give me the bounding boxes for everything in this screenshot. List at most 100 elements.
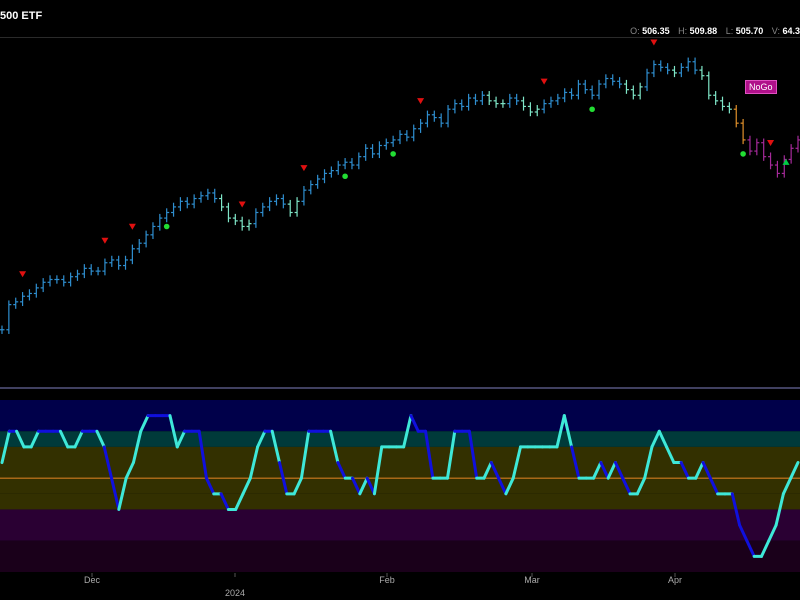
- open-value: 506.35: [642, 26, 670, 36]
- oscillator-band: [0, 540, 800, 572]
- oscillator-segment: [95, 429, 106, 449]
- open-label: O:: [630, 26, 640, 36]
- oscillator-segment: [781, 476, 793, 496]
- oscillator-band: [0, 509, 800, 541]
- ohlcv-readout: O: 506.35 H: 509.88 L: 505.70 V: 64.3: [624, 26, 800, 36]
- oscillator-band: [0, 493, 800, 510]
- oscillator-segment: [497, 476, 508, 496]
- header-divider: [0, 37, 800, 38]
- oscillator-segment: [0, 429, 11, 465]
- x-axis-label: Mar: [524, 575, 540, 585]
- down-triangle-marker: [101, 237, 109, 244]
- high-label: H:: [678, 26, 688, 36]
- dot-marker: [342, 173, 348, 180]
- oscillator-segment: [139, 414, 150, 433]
- oscillator-segment: [278, 461, 289, 496]
- down-triangle-marker: [238, 201, 246, 208]
- dot-marker: [390, 151, 396, 157]
- down-triangle-marker: [767, 140, 775, 147]
- oscillator-segment: [679, 461, 690, 480]
- oscillator-segment: [592, 461, 603, 480]
- oscillator-segment: [73, 429, 84, 449]
- oscillator-segment: [58, 429, 70, 449]
- oscillator-segment: [110, 476, 121, 511]
- oscillator-segment: [234, 492, 245, 511]
- oscillator-segment: [168, 414, 179, 449]
- oscillator-segment: [204, 476, 216, 496]
- oscillator-segment: [219, 492, 230, 511]
- oscillator-segment: [650, 429, 661, 449]
- oscillator-segment: [665, 445, 676, 465]
- oscillator-segment: [409, 414, 420, 433]
- oscillator-segment: [241, 476, 252, 496]
- down-triangle-marker: [417, 98, 425, 105]
- oscillator-segment: [402, 414, 413, 449]
- dot-marker: [589, 106, 595, 113]
- low-label: L:: [725, 26, 734, 36]
- down-triangle-marker: [19, 271, 27, 278]
- down-triangle-marker: [300, 165, 308, 172]
- oscillator-segment: [701, 461, 712, 480]
- oscillator-segment: [621, 476, 632, 496]
- oscillator-segment: [613, 461, 625, 480]
- oscillator-band: [0, 446, 800, 494]
- oscillator-segment: [562, 414, 574, 449]
- down-triangle-marker: [650, 39, 658, 46]
- oscillator-segment: [767, 523, 778, 543]
- oscillator-segment: [351, 476, 362, 496]
- oscillator-segment: [504, 476, 515, 496]
- oscillator-segment: [358, 476, 369, 496]
- oscillator-segment: [708, 476, 720, 496]
- oscillator-segment: [365, 476, 376, 496]
- oscillator-segment: [730, 492, 742, 527]
- oscillator-segment: [124, 461, 135, 480]
- oscillator-segment: [131, 429, 143, 465]
- x-axis-label: Feb: [379, 575, 395, 585]
- oscillator-segment: [29, 429, 41, 449]
- oscillator-segment: [424, 429, 435, 480]
- oscillator-segment: [336, 461, 347, 480]
- oscillator-segment: [570, 445, 581, 480]
- oscillator-segment: [292, 476, 303, 496]
- oscillator-segment: [445, 429, 457, 480]
- chart-title: 500 ETF: [0, 10, 43, 22]
- oscillator-segment: [102, 445, 114, 480]
- oscillator-segment: [256, 429, 267, 449]
- x-axis-label: Apr: [668, 575, 682, 585]
- oscillator-band: [0, 400, 800, 432]
- volume-label: V:: [771, 26, 780, 36]
- oscillator-segment: [599, 461, 610, 480]
- oscillator-segment: [15, 429, 26, 449]
- oscillator-segment: [489, 461, 501, 480]
- oscillator-segment: [299, 429, 311, 480]
- oscillator-band: [0, 431, 800, 447]
- oscillator-segment: [197, 429, 208, 480]
- oscillator-segment: [270, 429, 282, 465]
- oscillator-segment: [372, 445, 384, 496]
- high-value: 509.88: [689, 26, 718, 36]
- oscillator-segment: [467, 429, 479, 480]
- oscillator-segment: [774, 492, 785, 527]
- x-axis-label: 2024: [225, 588, 245, 598]
- oscillator-segment: [789, 461, 800, 480]
- down-triangle-marker: [540, 78, 548, 85]
- oscillator-segment: [657, 429, 669, 449]
- x-axis-label: Dec: [84, 575, 101, 585]
- oscillator-segment: [248, 445, 260, 480]
- low-value: 505.70: [735, 26, 764, 36]
- oscillator-segment: [738, 523, 749, 543]
- oscillator-segment: [117, 476, 128, 511]
- oscillator-segment: [175, 429, 187, 449]
- oscillator-segment: [745, 539, 756, 558]
- oscillator-segment: [555, 414, 566, 449]
- oscillator-segment: [329, 429, 340, 465]
- dot-marker: [163, 223, 170, 230]
- nogo-signal-badge: NoGo: [745, 80, 777, 94]
- oscillator-segment: [643, 445, 654, 480]
- oscillator-segment: [482, 461, 493, 480]
- up-triangle-marker: [782, 158, 790, 165]
- dot-marker: [740, 151, 746, 157]
- oscillator-segment: [606, 461, 617, 480]
- down-triangle-marker: [128, 223, 136, 230]
